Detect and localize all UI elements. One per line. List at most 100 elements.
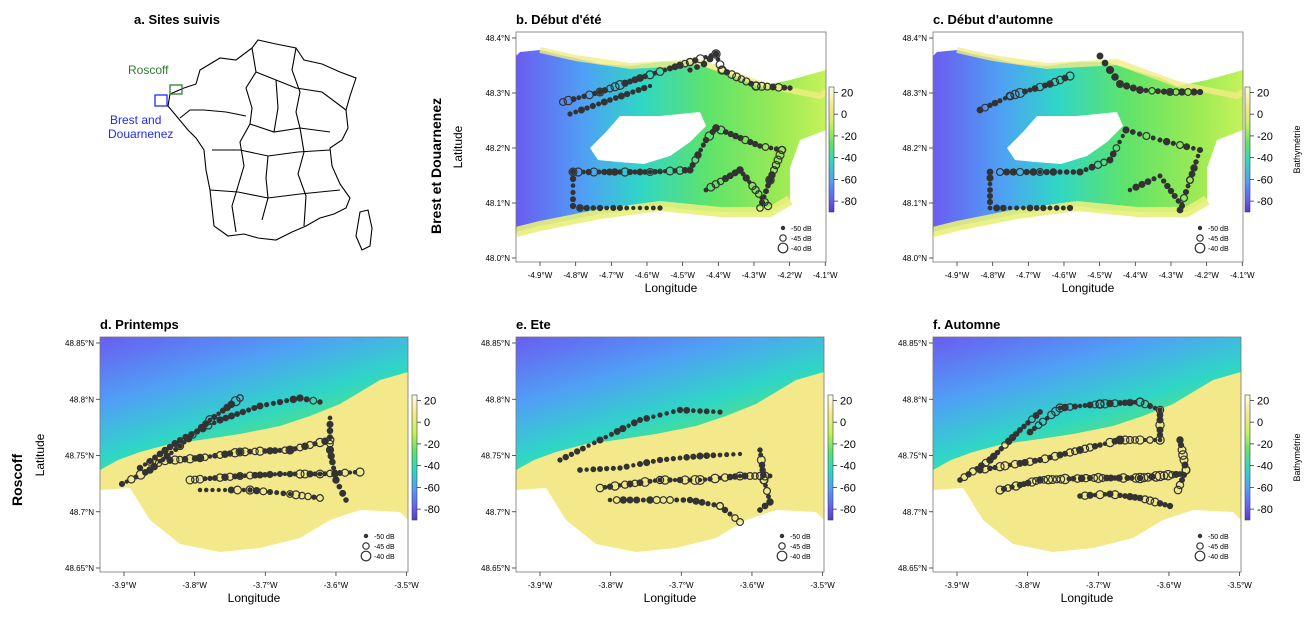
panel-d-title: d. Printemps	[100, 317, 179, 332]
survey-point	[690, 408, 696, 414]
survey-point	[630, 419, 638, 427]
survey-point	[700, 60, 708, 68]
survey-point	[765, 182, 771, 189]
survey-point	[600, 98, 608, 106]
size-legend-label: -40 dB	[1208, 554, 1229, 561]
survey-point	[1028, 415, 1036, 424]
survey-point	[303, 396, 310, 403]
survey-point	[1065, 71, 1075, 81]
x-tick-label: -3.8°W	[598, 581, 623, 590]
survey-point	[1120, 435, 1130, 445]
survey-point	[557, 457, 563, 463]
axes-decor: -4.9°W -4.8°W -4.7°W -4.6°W -4.5°W -4.4°W -4.3…	[33, 34, 1302, 605]
survey-point	[1066, 204, 1074, 212]
size-legend-symbol	[779, 533, 785, 539]
survey-point	[282, 471, 288, 477]
survey-point	[1165, 87, 1175, 97]
colorbar-tick-label: 0	[841, 109, 847, 121]
survey-point	[1117, 81, 1123, 87]
panel-f-title: f. Automne	[933, 317, 1000, 332]
survey-point	[1175, 198, 1182, 204]
colorbar-tick-label: -40	[841, 153, 857, 165]
survey-point	[987, 181, 993, 187]
survey-point	[775, 150, 785, 160]
survey-point	[1101, 59, 1109, 67]
survey-point	[266, 470, 274, 479]
survey-point	[1179, 193, 1189, 203]
survey-point	[118, 480, 126, 488]
survey-point	[1043, 474, 1054, 485]
x-tick-label: -4.7°W	[1016, 271, 1041, 280]
survey-point	[751, 81, 761, 91]
x-tick-label: -4.8°W	[980, 271, 1005, 280]
survey-point	[216, 411, 221, 416]
survey-point	[316, 494, 324, 502]
survey-point	[656, 456, 664, 464]
colorbar-tick-label: 0	[840, 417, 846, 429]
x-tick-label: -4.2°W	[777, 271, 802, 280]
survey-point	[567, 111, 573, 117]
survey-point	[1154, 470, 1166, 482]
size-legend-symbol	[360, 550, 372, 562]
survey-point	[1072, 403, 1078, 410]
survey-point	[1117, 400, 1123, 406]
survey-point	[681, 59, 689, 68]
survey-point	[626, 168, 634, 176]
y-axis-label-brest: Latitude	[451, 125, 465, 168]
y-tick-label: 48.65°N	[65, 564, 94, 573]
y-tick-label: 48.65°N	[481, 564, 510, 573]
survey-point	[1175, 480, 1185, 490]
survey-point	[1142, 437, 1148, 443]
survey-point	[737, 75, 746, 84]
survey-point	[1131, 436, 1139, 444]
colorbar-tick-label: -60	[840, 482, 856, 494]
survey-point	[1167, 89, 1173, 95]
survey-point	[1037, 169, 1043, 175]
survey-point	[997, 98, 1003, 104]
y-tick-label: 48.65°N	[898, 564, 927, 573]
survey-point	[188, 431, 195, 438]
survey-point	[584, 467, 589, 472]
size-legend-label: -40 dB	[374, 554, 395, 561]
survey-point	[1096, 52, 1104, 60]
survey-point	[127, 475, 136, 484]
survey-point	[1167, 187, 1175, 195]
colorbar-tick-label: 20	[1257, 395, 1269, 407]
survey-point	[986, 168, 994, 176]
survey-point	[1035, 167, 1045, 177]
x-tick-label: -3.7°W	[669, 581, 694, 590]
survey-point	[717, 452, 723, 458]
survey-point	[1003, 168, 1011, 176]
survey-point	[647, 478, 653, 484]
y-tick-label: 48.85°N	[65, 339, 94, 348]
survey-point	[754, 190, 763, 198]
survey-point	[726, 172, 734, 180]
survey-point	[339, 489, 347, 497]
survey-point	[576, 204, 584, 212]
survey-point	[1065, 448, 1075, 457]
survey-point	[1091, 400, 1099, 409]
survey-point	[987, 187, 993, 193]
x-tick-label: -3.7°W	[1086, 581, 1111, 590]
survey-point	[698, 499, 706, 506]
survey-point	[205, 415, 215, 425]
survey-point	[326, 420, 334, 428]
survey-point	[570, 203, 576, 209]
survey-point	[1122, 126, 1130, 134]
survey-point	[767, 473, 773, 479]
survey-point	[210, 487, 215, 493]
survey-point	[732, 72, 742, 82]
x-tick-label: -4.4°W	[706, 271, 731, 280]
survey-point	[613, 427, 621, 435]
survey-point	[1173, 485, 1183, 495]
survey-point	[968, 467, 977, 476]
survey-point	[607, 97, 613, 103]
north-coast	[516, 32, 826, 86]
y-tick-label: 48.7°N	[902, 508, 927, 517]
survey-point	[672, 477, 678, 483]
x-tick-label: -3.7°W	[253, 581, 278, 590]
survey-point	[317, 399, 323, 405]
survey-point	[713, 51, 719, 57]
colorbar-tick-label: -60	[424, 482, 440, 494]
survey-point	[1056, 474, 1066, 484]
